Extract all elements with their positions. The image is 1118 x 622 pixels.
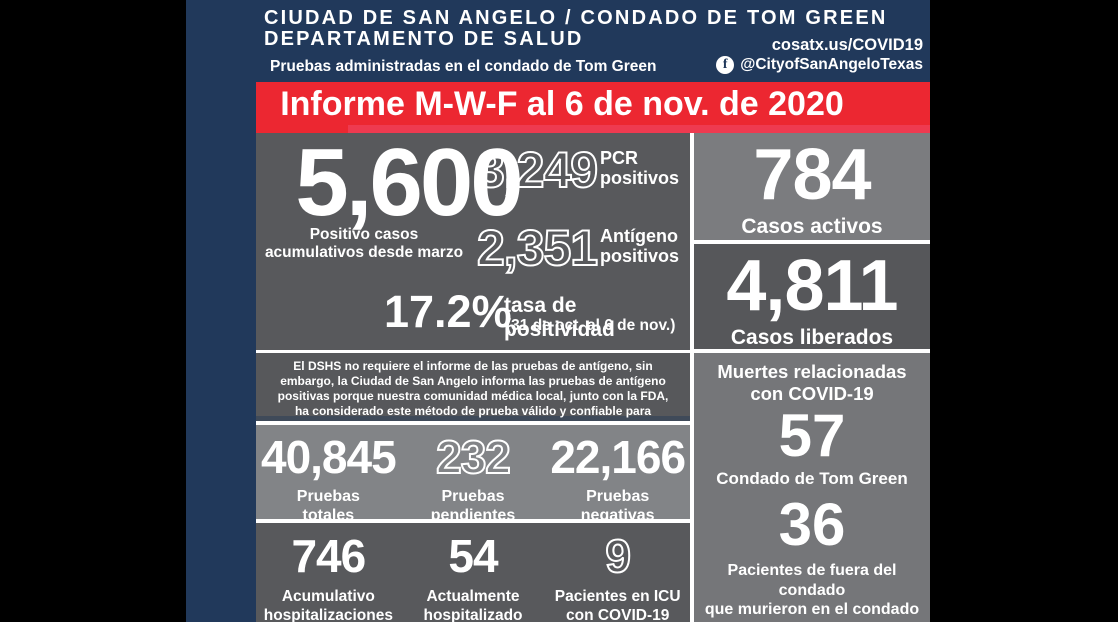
pending-tests-stat: 232 Pruebas pendientes — [401, 425, 546, 524]
cumulative-hospitalizations-label-line2: hospitalizaciones — [263, 607, 393, 622]
county-deaths-label: Condado de Tom Green — [716, 469, 908, 488]
total-tests-label-line1: Pruebas — [296, 488, 360, 505]
cumulative-total-value: 5,600 — [295, 129, 523, 236]
positivity-rate-value: 17.2% — [384, 286, 512, 337]
hospitalizations-panel: 746 Acumulativo hospitalizaciones 54 Act… — [256, 523, 690, 622]
cumulative-hospitalizations-label: Acumulativo hospitalizaciones — [256, 587, 401, 622]
negative-tests-value: 22,166 — [550, 431, 686, 483]
left-vertical-band: INFORME COVID-19 — [186, 0, 437, 622]
currently-hospitalized-value: 54 — [448, 530, 498, 582]
header: CIUDAD DE SAN ANGELO / CONDADO DE TOM GR… — [256, 0, 930, 82]
positivity-rate-period: (31 de oct. al 6 de nov.) — [506, 317, 676, 334]
currently-hospitalized-label-line1: Actualmente — [426, 588, 520, 605]
pcr-positives-label: PCR positivos — [600, 148, 679, 188]
icu-patients-label-line1: Pacientes en ICU — [554, 588, 681, 605]
active-cases-label: Casos activos — [741, 215, 883, 238]
cumulative-total-label: Positivo casos acumulativos desde marzo — [264, 226, 464, 262]
out-of-county-deaths-label-line2: que murieron en el condado de — [704, 601, 920, 622]
negative-tests-label-line2: negativas — [580, 507, 655, 524]
antigen-disclaimer-panel: El DSHS no requiere el informe de las pr… — [256, 353, 690, 433]
currently-hospitalized-label-line2: hospitalizado — [423, 607, 523, 622]
negative-tests-label: Pruebas negativas — [545, 487, 690, 525]
header-subtitle: Pruebas administradas en el condado de T… — [270, 58, 657, 75]
negative-tests-stat: 22,166 Pruebas negativas — [545, 425, 690, 524]
county-deaths-value: 57 — [778, 402, 846, 469]
total-tests-stat: 40,845 Pruebas totales — [256, 425, 401, 524]
facebook-icon: f — [716, 56, 735, 74]
facebook-handle: @CityofSanAngeloTexas — [740, 56, 923, 73]
cumulative-total-label-line1: Positivo casos — [309, 226, 419, 243]
report-date-title: Informe M-W-F al 6 de nov. de 2020 — [280, 85, 844, 123]
pcr-label-line1: PCR — [600, 148, 639, 168]
pending-tests-label-line2: pendientes — [430, 507, 516, 524]
icu-patients-stat: 9 Pacientes en ICU con COVID-19 — [545, 523, 690, 622]
pending-tests-label: Pruebas pendientes — [401, 487, 546, 525]
antigen-positives-label: Antígeno positivos — [600, 226, 679, 266]
cumulative-total-label-line2: acumulativos desde marzo — [264, 244, 464, 261]
antigen-disclaimer-text: El DSHS no requiere el informe de las pr… — [277, 359, 669, 433]
released-cases-panel: 4,811 Casos liberados — [694, 244, 930, 349]
pending-tests-label-line1: Pruebas — [441, 488, 505, 505]
header-title-line1: CIUDAD DE SAN ANGELO / CONDADO DE TOM GR… — [264, 7, 888, 29]
antigen-label-line1: Antígeno — [600, 226, 678, 246]
deaths-panel: Muertes relacionadas con COVID-19 57 Con… — [694, 353, 930, 622]
cumulative-hospitalizations-label-line1: Acumulativo — [281, 588, 375, 605]
deaths-heading-line2: con COVID-19 — [750, 383, 874, 404]
out-of-county-deaths-label: Pacientes de fuera del condado que murie… — [694, 561, 930, 622]
cumulative-hospitalizations-stat: 746 Acumulativo hospitalizaciones — [256, 523, 401, 622]
currently-hospitalized-label: Actualmente hospitalizado — [401, 587, 546, 622]
banner-accent-strip — [348, 125, 930, 133]
total-tests-label: Pruebas totales — [256, 487, 401, 525]
positivity-rate-label: tasa de positividad — [504, 294, 615, 341]
out-of-county-deaths-label-line1: Pacientes de fuera del condado — [727, 562, 897, 599]
icu-patients-label: Pacientes en ICU con COVID-19 — [545, 587, 690, 622]
header-title-line2: DEPARTAMENTO DE SALUD — [264, 28, 584, 50]
released-cases-label: Casos liberados — [730, 326, 894, 349]
antigen-positives-value: 2,351 — [476, 220, 599, 276]
facebook-row: f @CityofSanAngeloTexas — [716, 56, 923, 74]
website-url: cosatx.us/COVID19 — [771, 36, 923, 54]
active-cases-panel: 784 Casos activos — [694, 133, 930, 240]
total-tests-label-line2: totales — [302, 507, 355, 524]
icu-patients-label-line2: con COVID-19 — [566, 607, 670, 622]
currently-hospitalized-stat: 54 Actualmente hospitalizado — [401, 523, 546, 622]
antigen-label-line2: positivos — [600, 246, 680, 266]
total-tests-value: 40,845 — [260, 431, 397, 483]
cumulative-cases-panel: 5,600 Positivo casos acumulativos desde … — [256, 133, 690, 350]
negative-tests-label-line1: Pruebas — [586, 488, 650, 505]
pcr-positives-value: 3,249 — [476, 142, 599, 198]
out-of-county-deaths-value: 36 — [778, 491, 846, 558]
deaths-heading-line1: Muertes relacionadas — [717, 361, 907, 382]
pcr-label-line2: positivos — [600, 168, 680, 188]
report-date-banner: Informe M-W-F al 6 de nov. de 2020 — [256, 82, 930, 133]
deaths-heading: Muertes relacionadas con COVID-19 — [694, 361, 930, 405]
icu-patients-value: 9 — [604, 530, 632, 582]
tests-panel: 40,845 Pruebas totales 232 Pruebas pendi… — [256, 425, 690, 524]
cumulative-hospitalizations-value: 746 — [291, 530, 366, 582]
active-cases-value: 784 — [753, 135, 871, 215]
pending-tests-value: 232 — [435, 431, 512, 483]
released-cases-value: 4,811 — [726, 246, 898, 326]
